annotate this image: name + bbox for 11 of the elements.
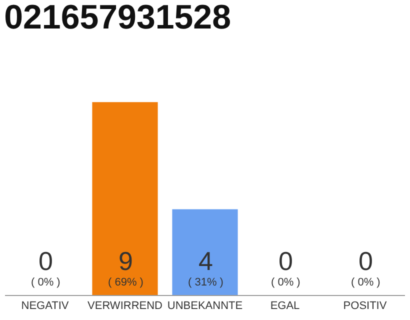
data-label: 0 ( 0% ) xyxy=(271,246,300,289)
x-tick-label: VERWIRREND xyxy=(88,300,163,312)
data-label: 0 ( 0% ) xyxy=(31,246,60,289)
chart-title: 021657931528 xyxy=(4,0,232,37)
x-tick-label: NEGATIV xyxy=(21,300,70,312)
data-label: 9 ( 69% ) xyxy=(108,246,144,289)
data-label: 0 ( 0% ) xyxy=(351,246,380,289)
x-tick-label: EGAL xyxy=(270,300,300,312)
x-tick-label: POSITIV xyxy=(343,300,388,312)
x-tick-label: UNBEKANNTE xyxy=(167,300,243,312)
data-label: 4 ( 31% ) xyxy=(188,246,224,289)
